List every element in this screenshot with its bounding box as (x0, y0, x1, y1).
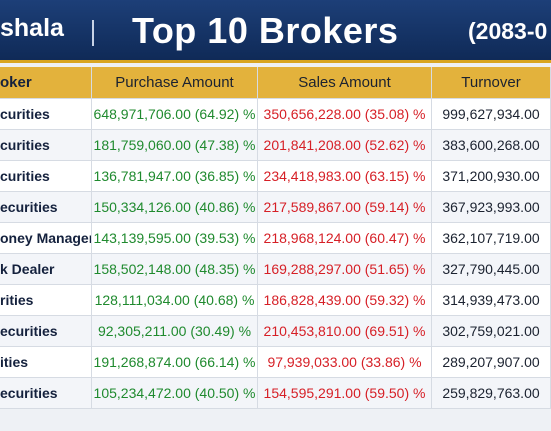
table-cell: 154,595,291.00 (59.50) % (258, 378, 432, 409)
table-cell: ecurities (0, 316, 92, 347)
table-cell: 999,627,934.00 (432, 99, 551, 130)
table-cell: 259,829,763.00 (432, 378, 551, 409)
table-cell: 217,589,867.00 (59.14) % (258, 192, 432, 223)
table-cell: 169,288,297.00 (51.65) % (258, 254, 432, 285)
table-cell: oney Managers (0, 223, 92, 254)
title: Top 10 Brokers (132, 10, 399, 51)
table-cell: 362,107,719.00 (432, 223, 551, 254)
table-cell: 350,656,228.00 (35.08) % (258, 99, 432, 130)
column-header: Turnover (432, 67, 551, 99)
table-cell: 181,759,060.00 (47.38) % (92, 130, 258, 161)
period: (2083-0 (468, 18, 548, 44)
table-cell: 302,759,021.00 (432, 316, 551, 347)
table-cell: 367,923,993.00 (432, 192, 551, 223)
header-bar: shala Top 10 Brokers (2083-0 (0, 0, 551, 63)
table-cell: 289,207,907.00 (432, 347, 551, 378)
table-cell: 210,453,810.00 (69.51) % (258, 316, 432, 347)
table-cell: 105,234,472.00 (40.50) % (92, 378, 258, 409)
table-cell: ecurities (0, 378, 92, 409)
table-cell: 143,139,595.00 (39.53) % (92, 223, 258, 254)
table-cell: ecurities (0, 192, 92, 223)
table-cell: 150,334,126.00 (40.86) % (92, 192, 258, 223)
table-cell: 158,502,148.00 (48.35) % (92, 254, 258, 285)
table-cell: 128,111,034.00 (40.68) % (92, 285, 258, 316)
table-cell: 191,268,874.00 (66.14) % (92, 347, 258, 378)
table-cell: curities (0, 161, 92, 192)
column-header: Purchase Amount (92, 67, 258, 99)
table-cell: rities (0, 285, 92, 316)
table-cell: 327,790,445.00 (432, 254, 551, 285)
table-cell: 314,939,473.00 (432, 285, 551, 316)
divider (92, 20, 94, 46)
table-cell: k Dealer (0, 254, 92, 285)
table-cell: 92,305,211.00 (30.49) % (92, 316, 258, 347)
table-cell: curities (0, 130, 92, 161)
table-cell: 218,968,124.00 (60.47) % (258, 223, 432, 254)
table-cell: 97,939,033.00 (33.86) % (258, 347, 432, 378)
table-cell: 383,600,268.00 (432, 130, 551, 161)
table-cell: curities (0, 99, 92, 130)
table-cell: 186,828,439.00 (59.32) % (258, 285, 432, 316)
brand: shala (0, 14, 64, 42)
table-cell: 648,971,706.00 (64.92) % (92, 99, 258, 130)
table-cell: 371,200,930.00 (432, 161, 551, 192)
table-cell: ities (0, 347, 92, 378)
column-header: oker (0, 67, 92, 99)
table-cell: 201,841,208.00 (52.62) % (258, 130, 432, 161)
table-cell: 136,781,947.00 (36.85) % (92, 161, 258, 192)
table-cell: 234,418,983.00 (63.15) % (258, 161, 432, 192)
column-header: Sales Amount (258, 67, 432, 99)
